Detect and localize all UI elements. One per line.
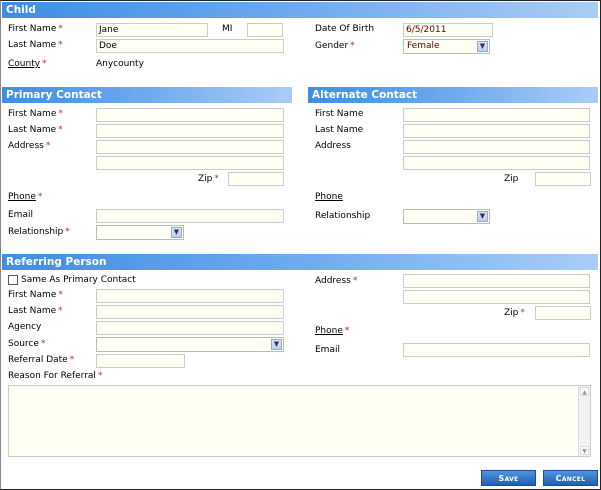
alternate-relationship-select[interactable]: ▼ <box>403 209 490 224</box>
referring-first-name-input[interactable] <box>96 289 284 303</box>
agency-label: Agency <box>8 322 42 332</box>
primary-email-label: Email <box>8 210 33 220</box>
primary-email-input[interactable] <box>96 209 284 223</box>
child-first-name-input[interactable]: Jane <box>96 23 208 37</box>
same-as-primary-label: Same As Primary Contact <box>21 275 136 285</box>
primary-zip-label: Zip * <box>198 174 219 184</box>
alternate-phone-label[interactable]: Phone <box>315 192 343 202</box>
referral-date-label: Referral Date * <box>8 355 75 365</box>
referring-email-label: Email <box>315 345 340 355</box>
referring-zip-input[interactable] <box>535 306 591 320</box>
cancel-button[interactable]: Cancel <box>543 470 598 486</box>
reason-textarea[interactable]: ▲ ▼ <box>8 385 591 457</box>
alternate-address-line2[interactable] <box>403 156 590 170</box>
child-mi-input[interactable] <box>247 23 283 37</box>
alternate-zip-input[interactable] <box>535 172 591 186</box>
section-header-referring: Referring Person <box>2 254 598 270</box>
chevron-down-icon: ▼ <box>171 227 182 238</box>
referring-zip-label: Zip * <box>504 308 525 318</box>
primary-address-line1[interactable] <box>96 140 284 154</box>
primary-first-name-label: First Name * <box>8 109 63 119</box>
chevron-down-icon: ▼ <box>477 211 488 222</box>
alternate-first-name-label: First Name <box>315 109 364 119</box>
scroll-up-icon[interactable]: ▲ <box>580 387 589 396</box>
primary-last-name-label: Last Name * <box>8 125 63 135</box>
primary-address-line2[interactable] <box>96 156 284 170</box>
primary-address-label: Address * <box>8 141 51 151</box>
referring-phone-label[interactable]: Phone * <box>315 326 350 336</box>
save-button[interactable]: Save <box>481 470 536 486</box>
referring-address-line1[interactable] <box>403 274 590 288</box>
referring-address-label: Address * <box>315 276 358 286</box>
gender-label: Gender * <box>315 41 355 51</box>
first-name-label: First Name * <box>8 24 63 34</box>
primary-first-name-input[interactable] <box>96 108 284 122</box>
alternate-zip-label: Zip <box>504 174 519 184</box>
alternate-last-name-label: Last Name <box>315 125 364 135</box>
agency-input[interactable] <box>96 321 284 335</box>
section-header-alternate: Alternate Contact <box>308 87 598 103</box>
primary-last-name-input[interactable] <box>96 124 284 138</box>
referring-last-name-input[interactable] <box>96 305 284 319</box>
scrollbar[interactable]: ▲ ▼ <box>578 386 590 456</box>
county-label[interactable]: County * <box>8 59 47 69</box>
child-last-name-input[interactable]: Doe <box>96 39 284 53</box>
scroll-down-icon[interactable]: ▼ <box>580 446 589 455</box>
section-header-child: Child <box>2 2 598 18</box>
referring-first-name-label: First Name * <box>8 290 63 300</box>
source-label: Source * <box>8 339 46 349</box>
alternate-relationship-label: Relationship <box>315 211 371 221</box>
referring-email-input[interactable] <box>403 343 590 357</box>
alternate-first-name-input[interactable] <box>403 108 590 122</box>
section-header-primary: Primary Contact <box>2 87 292 103</box>
last-name-label: Last Name * <box>8 40 63 50</box>
source-select[interactable]: ▼ <box>96 337 284 352</box>
gender-select[interactable]: Female ▼ <box>403 39 490 54</box>
referring-address-line2[interactable] <box>403 290 590 304</box>
primary-relationship-label: Relationship * <box>8 227 70 237</box>
reason-label: Reason For Referral * <box>8 371 103 381</box>
primary-relationship-select[interactable]: ▼ <box>96 225 184 240</box>
alternate-address-line1[interactable] <box>403 140 590 154</box>
mi-label: MI <box>222 24 233 34</box>
primary-phone-label[interactable]: Phone * <box>8 192 43 202</box>
referring-last-name-label: Last Name * <box>8 306 63 316</box>
county-value: Anycounty <box>96 59 144 69</box>
chevron-down-icon: ▼ <box>271 339 282 350</box>
alternate-last-name-input[interactable] <box>403 124 590 138</box>
dob-input[interactable]: 6/5/2011 <box>403 23 493 37</box>
alternate-address-label: Address <box>315 141 351 151</box>
chevron-down-icon: ▼ <box>477 41 488 52</box>
referral-date-input[interactable] <box>96 354 185 368</box>
primary-zip-input[interactable] <box>228 172 284 186</box>
same-as-primary-checkbox[interactable] <box>8 275 18 285</box>
dob-label: Date Of Birth <box>315 24 375 34</box>
